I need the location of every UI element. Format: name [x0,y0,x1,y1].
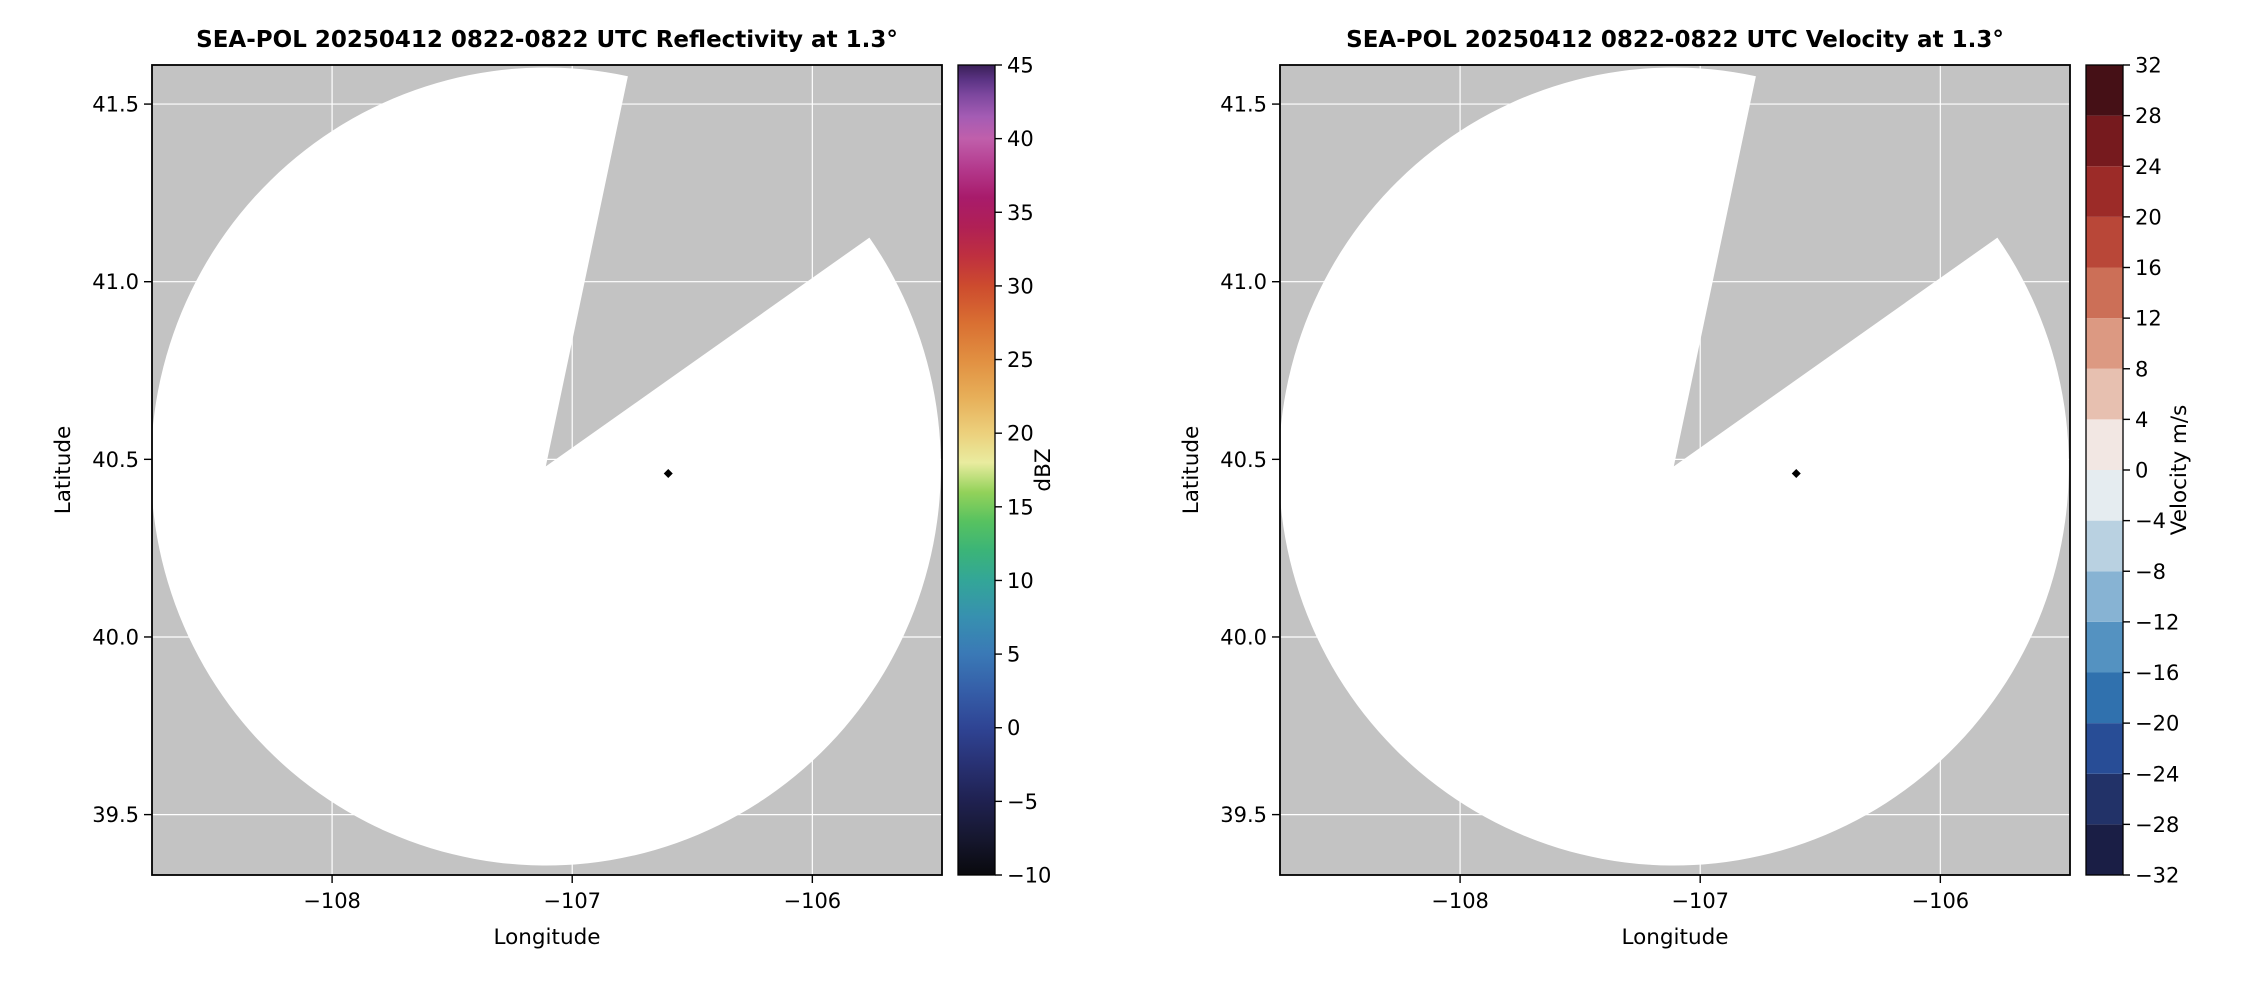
y-tick-label: 40.0 [1220,625,1267,649]
colorbar-gradient [958,65,995,875]
colorbar-segment [2086,470,2123,521]
colorbar-border [957,64,996,876]
colorbar-tick-label: −16 [2135,661,2179,685]
colorbar-tick-label: 8 [2135,357,2148,381]
y-tick-label: 40.5 [1220,448,1267,472]
colorbar-segment [2086,571,2123,622]
velocity-colorbar: −32 −28 −24 −20 −16 −12 −8 −4 0 4 8 12 16 20 24 28 32 [2085,54,2179,888]
x-tick-label: −106 [783,889,841,913]
plot-border [151,64,943,876]
colorbar-segment [2086,773,2123,825]
colorbar-tick-label: 15 [1007,495,1034,519]
velocity-xaxis-label: Longitude [1622,925,1729,950]
scan-area [1280,67,2069,866]
colorbar-tick-label: 24 [2135,155,2162,179]
x-tick-label: −107 [543,889,601,913]
colorbar-segment [2086,621,2123,673]
colorbar-tick-label: −8 [2135,560,2166,584]
colorbar-tick-label: 0 [2135,459,2148,483]
x-tick-label: −106 [1911,889,1969,913]
colorbar-segment [2086,115,2123,167]
colorbar-tick-label: 28 [2135,104,2162,128]
colorbar-tick-label: −24 [2135,762,2179,786]
y-tick-label: 40.5 [92,448,139,472]
colorbar-tick-label: −5 [1007,790,1038,814]
colorbar-tick-label: 10 [1007,569,1034,593]
velocity-colorbar-label: Velocity m/s [2167,405,2192,536]
colorbar-segment [2086,216,2123,268]
plot-border [1279,64,2071,876]
y-tick-label: 41.0 [92,270,139,294]
colorbar-segment [2086,318,2123,369]
colorbar-tick-label: 5 [1007,643,1020,667]
colorbar-segment [2086,65,2123,116]
reflectivity-title: SEA-POL 20250412 0822-0822 UTC Reflectiv… [196,27,898,53]
colorbar-tick-label: 20 [1007,422,1034,446]
reflectivity-yaxis-label: Latitude [51,426,76,515]
colorbar-tick-label: −4 [2135,509,2166,533]
colorbar-segment [2086,419,2123,470]
y-tick-label: 39.5 [92,803,139,827]
colorbar-tick-label: −12 [2135,610,2179,634]
x-tick-label: −108 [303,889,361,913]
x-tick-label: −107 [1671,889,1729,913]
reflectivity-colorbar: −10 −5 0 5 10 15 20 25 30 35 40 45 [957,54,1051,888]
y-tick-label: 40.0 [92,625,139,649]
colorbar-tick-label: 4 [2135,408,2148,432]
reflectivity-xaxis-label: Longitude [494,925,601,950]
colorbar-tick-label: 30 [1007,274,1034,298]
scan-area [152,67,941,866]
radar-marker [663,469,673,479]
colorbar-segment [2086,672,2123,724]
colorbar-tick-label: 16 [2135,256,2162,280]
colorbar-tick-label: 40 [1007,127,1034,151]
y-tick-label: 41.5 [1220,93,1267,117]
colorbar-segment [2086,824,2123,875]
radar-marker [1791,469,1801,479]
colorbar-tick-label: −32 [2135,864,2179,888]
colorbar-tick-label: −28 [2135,813,2179,837]
colorbar-tick-label: 25 [1007,348,1034,372]
colorbar-segment [2086,520,2123,572]
velocity-plot: −108 −107 −106 39.5 40.0 40.5 41.0 41.5 [1220,64,2071,913]
velocity-yaxis-label: Latitude [1179,426,1204,515]
x-tick-label: −108 [1431,889,1489,913]
colorbar-tick-label: 20 [2135,205,2162,229]
reflectivity-colorbar-label: dBZ [1031,448,1056,491]
colorbar-segment [2086,723,2123,774]
velocity-title: SEA-POL 20250412 0822-0822 UTC Velocity … [1346,27,2004,53]
y-tick-label: 41.0 [1220,270,1267,294]
colorbar-tick-label: −10 [1007,864,1051,888]
reflectivity-plot: −108 −107 −106 39.5 40.0 40.5 41.0 41.5 [92,64,943,913]
colorbar-tick-label: 35 [1007,201,1034,225]
colorbar-tick-label: −20 [2135,712,2179,736]
colorbar-segment [2086,267,2123,319]
colorbar-segment [2086,368,2123,420]
colorbar-tick-label: 32 [2135,54,2162,78]
colorbar-segment [2086,166,2123,217]
colorbar-tick-label: 0 [1007,716,1020,740]
colorbar-tick-label: 12 [2135,307,2162,331]
y-tick-label: 39.5 [1220,803,1267,827]
y-tick-label: 41.5 [92,93,139,117]
colorbar-tick-label: 45 [1007,54,1034,78]
